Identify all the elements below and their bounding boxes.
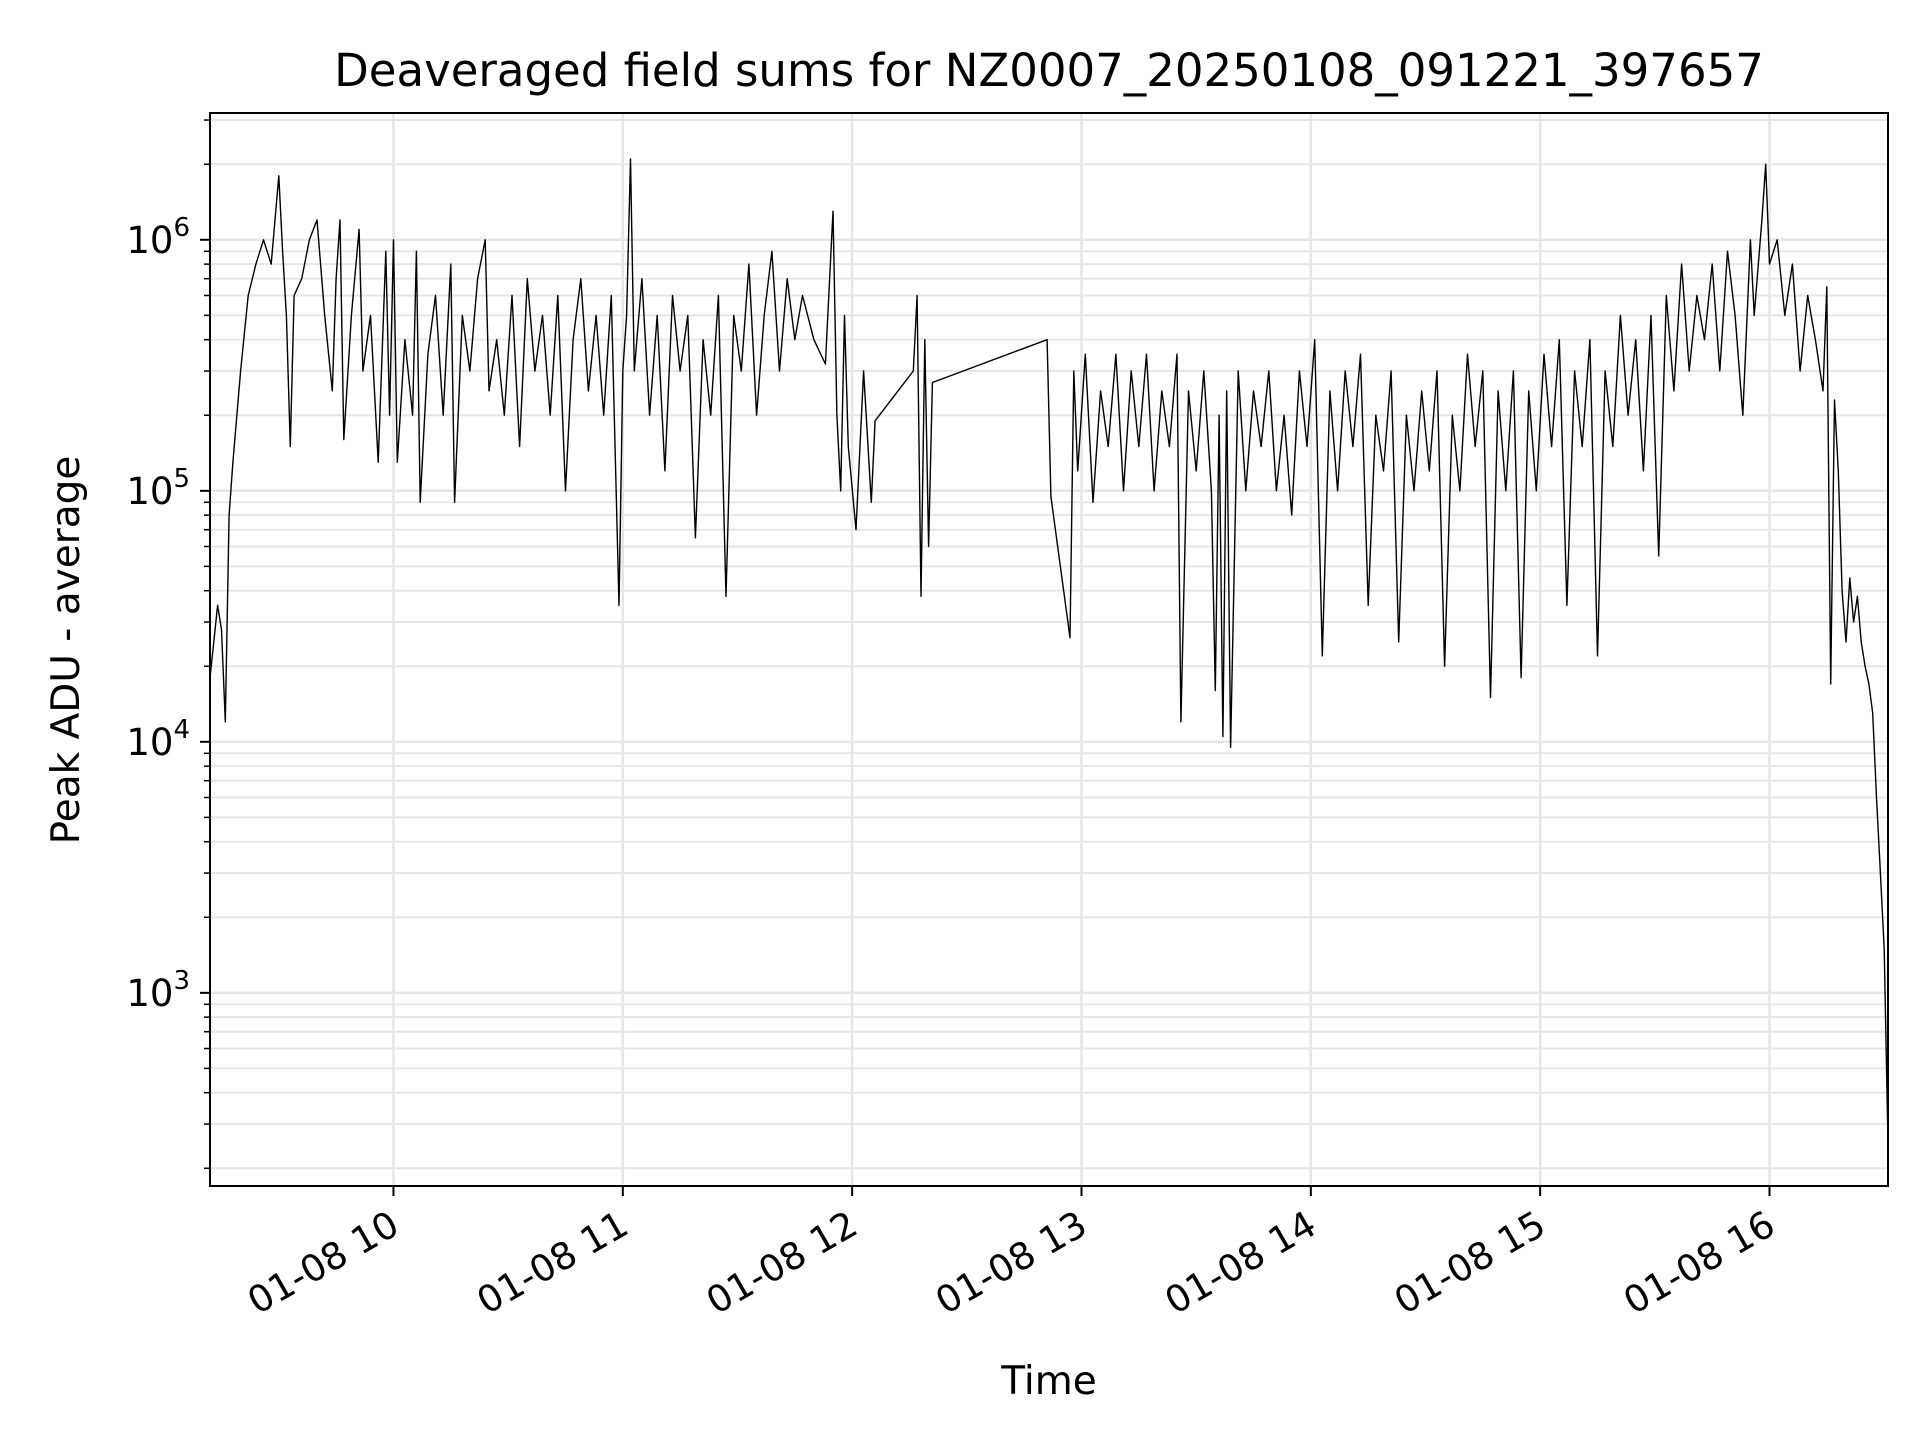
y-tick-label: 104 [126,715,190,764]
data-series-line [209,158,1889,1145]
plot-area [209,158,1889,1145]
chart-title: Deaveraged field sums for NZ0007_2025010… [334,44,1764,97]
y-tick-label: 106 [126,213,190,262]
x-axis-label: Time [1000,1359,1096,1404]
y-tick-label: 103 [126,966,190,1015]
y-axis-label: Peak ADU - average [44,456,89,845]
axes-frame [209,112,1889,1187]
y-tick-label: 105 [126,464,190,513]
